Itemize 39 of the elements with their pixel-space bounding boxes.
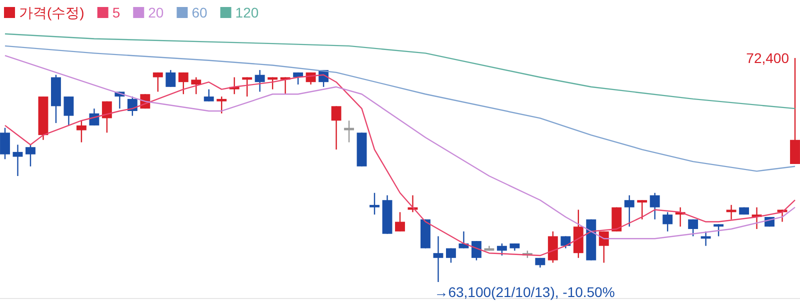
candlestick [204, 88, 214, 102]
candlestick [471, 240, 482, 261]
candlestick [446, 248, 456, 264]
legend-label: 가격(수정) [19, 4, 84, 20]
candlestick [152, 72, 163, 92]
candlestick [344, 120, 354, 143]
candlestick [191, 76, 202, 95]
legend-label: 60 [192, 4, 208, 20]
candlestick [624, 194, 634, 228]
candlestick [458, 230, 469, 249]
candlestick [395, 212, 405, 232]
candlestick [0, 127, 10, 160]
candlestick [700, 230, 711, 246]
candlestick [650, 192, 660, 220]
legend-label: 5 [112, 4, 120, 20]
candlestick [433, 236, 444, 283]
candlestick [254, 69, 265, 92]
candlestick [726, 204, 736, 220]
candlestick [76, 120, 86, 143]
candlestick [598, 230, 609, 264]
text: →63,100(21/10/13), -10.50% [434, 284, 615, 300]
legend-label: 20 [148, 4, 164, 20]
candlestick [166, 69, 176, 88]
candlestick [331, 106, 342, 150]
candlestick [370, 192, 380, 216]
candlestick [178, 72, 188, 95]
candlestick [714, 224, 724, 237]
candlestick [64, 96, 74, 126]
candlestick [26, 144, 36, 167]
candlestick [560, 236, 571, 249]
annotation: 72,400 [746, 50, 790, 66]
candlestick [688, 218, 698, 237]
candlestick [216, 96, 227, 114]
candlestick [637, 200, 648, 220]
candlestick [12, 144, 23, 177]
candlestick [662, 212, 673, 232]
candlestick [496, 242, 507, 256]
legend-label: 120 [235, 4, 259, 20]
candlestick [102, 100, 112, 134]
